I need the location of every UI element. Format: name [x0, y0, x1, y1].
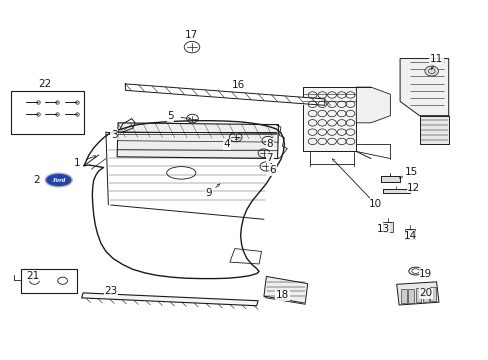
Text: 19: 19 [418, 269, 431, 279]
Text: 15: 15 [404, 167, 417, 177]
Polygon shape [419, 116, 448, 144]
Text: 3: 3 [111, 130, 117, 140]
Text: 20: 20 [418, 288, 431, 298]
Text: Ford: Ford [52, 177, 65, 183]
Text: 13: 13 [376, 224, 389, 234]
Polygon shape [404, 229, 414, 239]
Polygon shape [429, 287, 435, 301]
Polygon shape [356, 87, 389, 123]
Text: 6: 6 [269, 165, 275, 175]
Text: 5: 5 [167, 111, 174, 121]
Text: 17: 17 [184, 30, 197, 40]
Text: 2: 2 [33, 175, 40, 185]
Text: 22: 22 [39, 79, 52, 89]
Text: 4: 4 [223, 139, 230, 149]
Text: 16: 16 [232, 80, 245, 90]
Polygon shape [422, 288, 428, 302]
Polygon shape [81, 293, 258, 306]
Circle shape [424, 66, 438, 76]
Text: 8: 8 [266, 139, 272, 149]
Polygon shape [380, 176, 399, 182]
Text: 9: 9 [205, 188, 212, 198]
Ellipse shape [45, 173, 72, 187]
Polygon shape [264, 276, 307, 303]
Polygon shape [415, 288, 421, 302]
Text: 12: 12 [406, 183, 420, 193]
Text: 14: 14 [404, 231, 417, 242]
Text: 1: 1 [73, 158, 80, 168]
Text: 7: 7 [266, 153, 272, 163]
Polygon shape [382, 189, 409, 193]
Text: 10: 10 [368, 199, 382, 209]
Polygon shape [117, 123, 278, 158]
Text: 21: 21 [26, 271, 40, 281]
Polygon shape [302, 87, 356, 152]
Polygon shape [407, 288, 413, 303]
Text: 23: 23 [104, 287, 117, 296]
Polygon shape [396, 282, 438, 305]
Polygon shape [399, 59, 448, 116]
Text: 18: 18 [275, 290, 288, 300]
Text: 11: 11 [429, 54, 442, 64]
Polygon shape [400, 289, 406, 303]
Bar [11, 91, 84, 134]
Polygon shape [382, 222, 392, 232]
